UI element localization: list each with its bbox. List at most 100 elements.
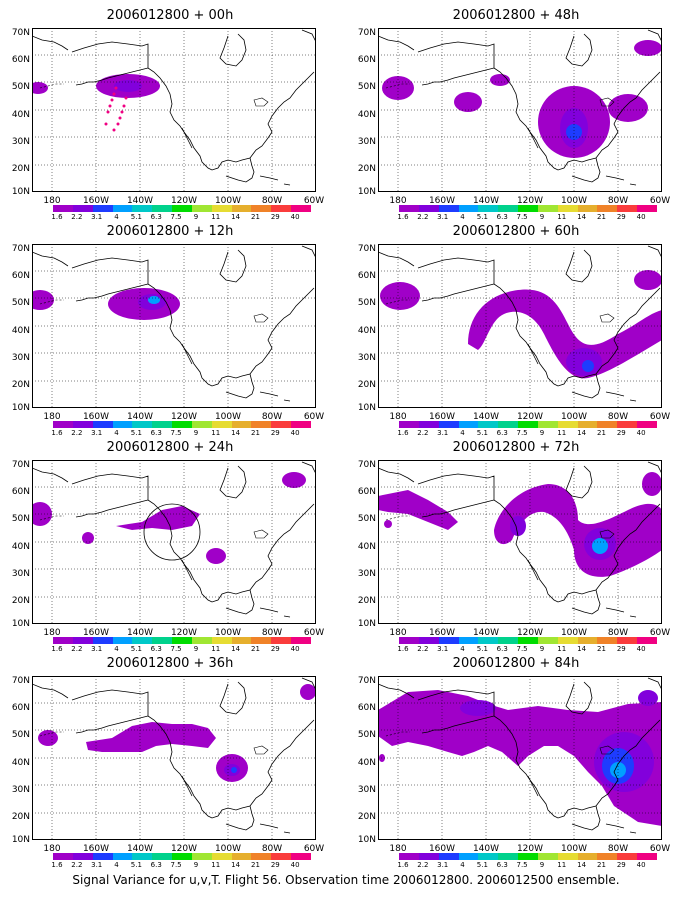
lon-label: 120W bbox=[170, 412, 198, 422]
color-bar-label: 6.3 bbox=[496, 861, 508, 869]
color-bar-swatch bbox=[617, 421, 638, 428]
figure-caption: Signal Variance for u,v,T. Flight 56. Ob… bbox=[72, 873, 620, 887]
lon-label: 100W bbox=[214, 628, 242, 638]
lat-label: 20N bbox=[357, 596, 376, 606]
panel-title: 2006012800 + 84h bbox=[452, 656, 580, 671]
color-bar-swatch bbox=[191, 421, 212, 428]
lat-label: 10N bbox=[11, 619, 30, 629]
color-bar-labels: 1.6 2.2 3.1 4 5.1 6.3 7.5 9 11 14 21 29 40 bbox=[397, 645, 657, 654]
map-plot bbox=[378, 460, 662, 624]
lat-label: 70N bbox=[357, 460, 376, 470]
color-bar-label: 6.3 bbox=[150, 861, 162, 869]
color-bar-label: 1.6 bbox=[397, 645, 409, 653]
lat-label: 50N bbox=[11, 298, 30, 308]
color-bar-label: 5.1 bbox=[130, 213, 142, 221]
color-bar-swatch bbox=[478, 421, 499, 428]
lat-label: 50N bbox=[11, 82, 30, 92]
lon-label: 80W bbox=[261, 412, 283, 422]
color-bar-label: 7.5 bbox=[516, 213, 528, 221]
color-bar-swatch bbox=[132, 853, 153, 860]
color-bar-label: 21 bbox=[596, 213, 606, 221]
color-bar-label: 5.1 bbox=[476, 645, 488, 653]
lon-label: 60W bbox=[649, 628, 671, 638]
lon-label: 60W bbox=[303, 628, 325, 638]
lon-label: 180 bbox=[389, 412, 407, 422]
color-bar-swatch bbox=[577, 205, 598, 212]
map-plot bbox=[32, 244, 316, 408]
panel-title: 2006012800 + 12h bbox=[106, 224, 234, 239]
color-bar-label: 29 bbox=[616, 645, 626, 653]
color-bar-label: 4 bbox=[114, 213, 119, 221]
color-bar bbox=[53, 421, 311, 428]
color-bar-swatch bbox=[271, 205, 292, 212]
color-bar-label: 40 bbox=[636, 429, 646, 437]
color-bar-label: 29 bbox=[616, 213, 626, 221]
lon-label: 100W bbox=[560, 628, 588, 638]
color-bar-swatch bbox=[478, 205, 499, 212]
color-bar-label: 9 bbox=[539, 645, 545, 653]
color-bar-swatch bbox=[291, 205, 311, 212]
color-bar-swatch bbox=[399, 421, 419, 428]
color-bar-swatch bbox=[152, 421, 173, 428]
color-bar-swatch bbox=[557, 421, 578, 428]
color-bar-label: 6.3 bbox=[150, 213, 162, 221]
color-bar-swatch bbox=[172, 205, 192, 212]
color-bar-swatch bbox=[637, 637, 657, 644]
color-bar-label: 9 bbox=[193, 213, 199, 221]
color-bar-label: 21 bbox=[250, 429, 260, 437]
color-bar-swatch bbox=[577, 853, 598, 860]
color-bar-label: 9 bbox=[193, 861, 199, 869]
color-bar-label: 29 bbox=[616, 429, 626, 437]
color-bar-swatch bbox=[251, 421, 272, 428]
lat-label: 70N bbox=[11, 244, 30, 254]
color-bar-label: 6.3 bbox=[496, 429, 508, 437]
lat-label: 60N bbox=[11, 55, 30, 65]
color-bar-label: 1.6 bbox=[51, 861, 63, 869]
color-bar-swatch bbox=[72, 421, 93, 428]
lon-label: 120W bbox=[516, 844, 544, 854]
color-bar-label: 11 bbox=[211, 429, 221, 437]
color-bar-swatch bbox=[211, 421, 232, 428]
color-bar-swatch bbox=[518, 853, 538, 860]
lon-label: 100W bbox=[560, 196, 588, 206]
color-bar-swatch bbox=[291, 421, 311, 428]
lon-label: 180 bbox=[43, 628, 61, 638]
lat-label: 70N bbox=[357, 676, 376, 686]
color-bar-labels: 1.6 2.2 3.1 4 5.1 6.3 7.5 9 11 14 21 29 40 bbox=[51, 213, 311, 222]
color-bar-swatch bbox=[498, 205, 519, 212]
map-plot bbox=[32, 460, 316, 624]
color-bar bbox=[399, 205, 657, 212]
lon-label: 120W bbox=[170, 628, 198, 638]
lat-label: 30N bbox=[357, 353, 376, 363]
lat-label: 30N bbox=[11, 785, 30, 795]
color-bar-label: 6.3 bbox=[150, 645, 162, 653]
lat-label: 60N bbox=[11, 487, 30, 497]
color-bar-label: 11 bbox=[211, 645, 221, 653]
color-bar-swatch bbox=[112, 205, 133, 212]
lat-label: 10N bbox=[11, 403, 30, 413]
map-panel-36h: 2006012800 + 36h 70N 60N 50N 40N 30N 20N… bbox=[0, 654, 340, 869]
color-bar-swatch bbox=[597, 205, 618, 212]
color-bar-swatch bbox=[577, 421, 598, 428]
color-bar-swatch bbox=[498, 421, 519, 428]
lon-label: 160W bbox=[428, 844, 456, 854]
color-bar-swatch bbox=[518, 205, 538, 212]
lat-label: 10N bbox=[357, 619, 376, 629]
map-panel-12h: 2006012800 + 12h 70N 60N 50N 40N 30N 20N… bbox=[0, 222, 340, 437]
color-bar bbox=[399, 853, 657, 860]
color-bar-label: 11 bbox=[557, 429, 567, 437]
lon-label: 140W bbox=[126, 628, 154, 638]
color-bar-label: 5.1 bbox=[130, 861, 142, 869]
color-bar-swatch bbox=[172, 637, 192, 644]
color-bar-swatch bbox=[132, 421, 153, 428]
color-bar-label: 3.1 bbox=[91, 861, 103, 869]
color-bar-label: 1.6 bbox=[51, 213, 63, 221]
color-bar-swatch bbox=[478, 853, 499, 860]
color-bar-label: 9 bbox=[539, 213, 545, 221]
color-bar-swatch bbox=[132, 637, 153, 644]
lon-label: 100W bbox=[214, 196, 242, 206]
color-bar-label: 6.3 bbox=[496, 645, 508, 653]
color-bar-swatch bbox=[211, 205, 232, 212]
color-bar-label: 14 bbox=[577, 429, 587, 437]
color-bar-swatch bbox=[72, 205, 93, 212]
